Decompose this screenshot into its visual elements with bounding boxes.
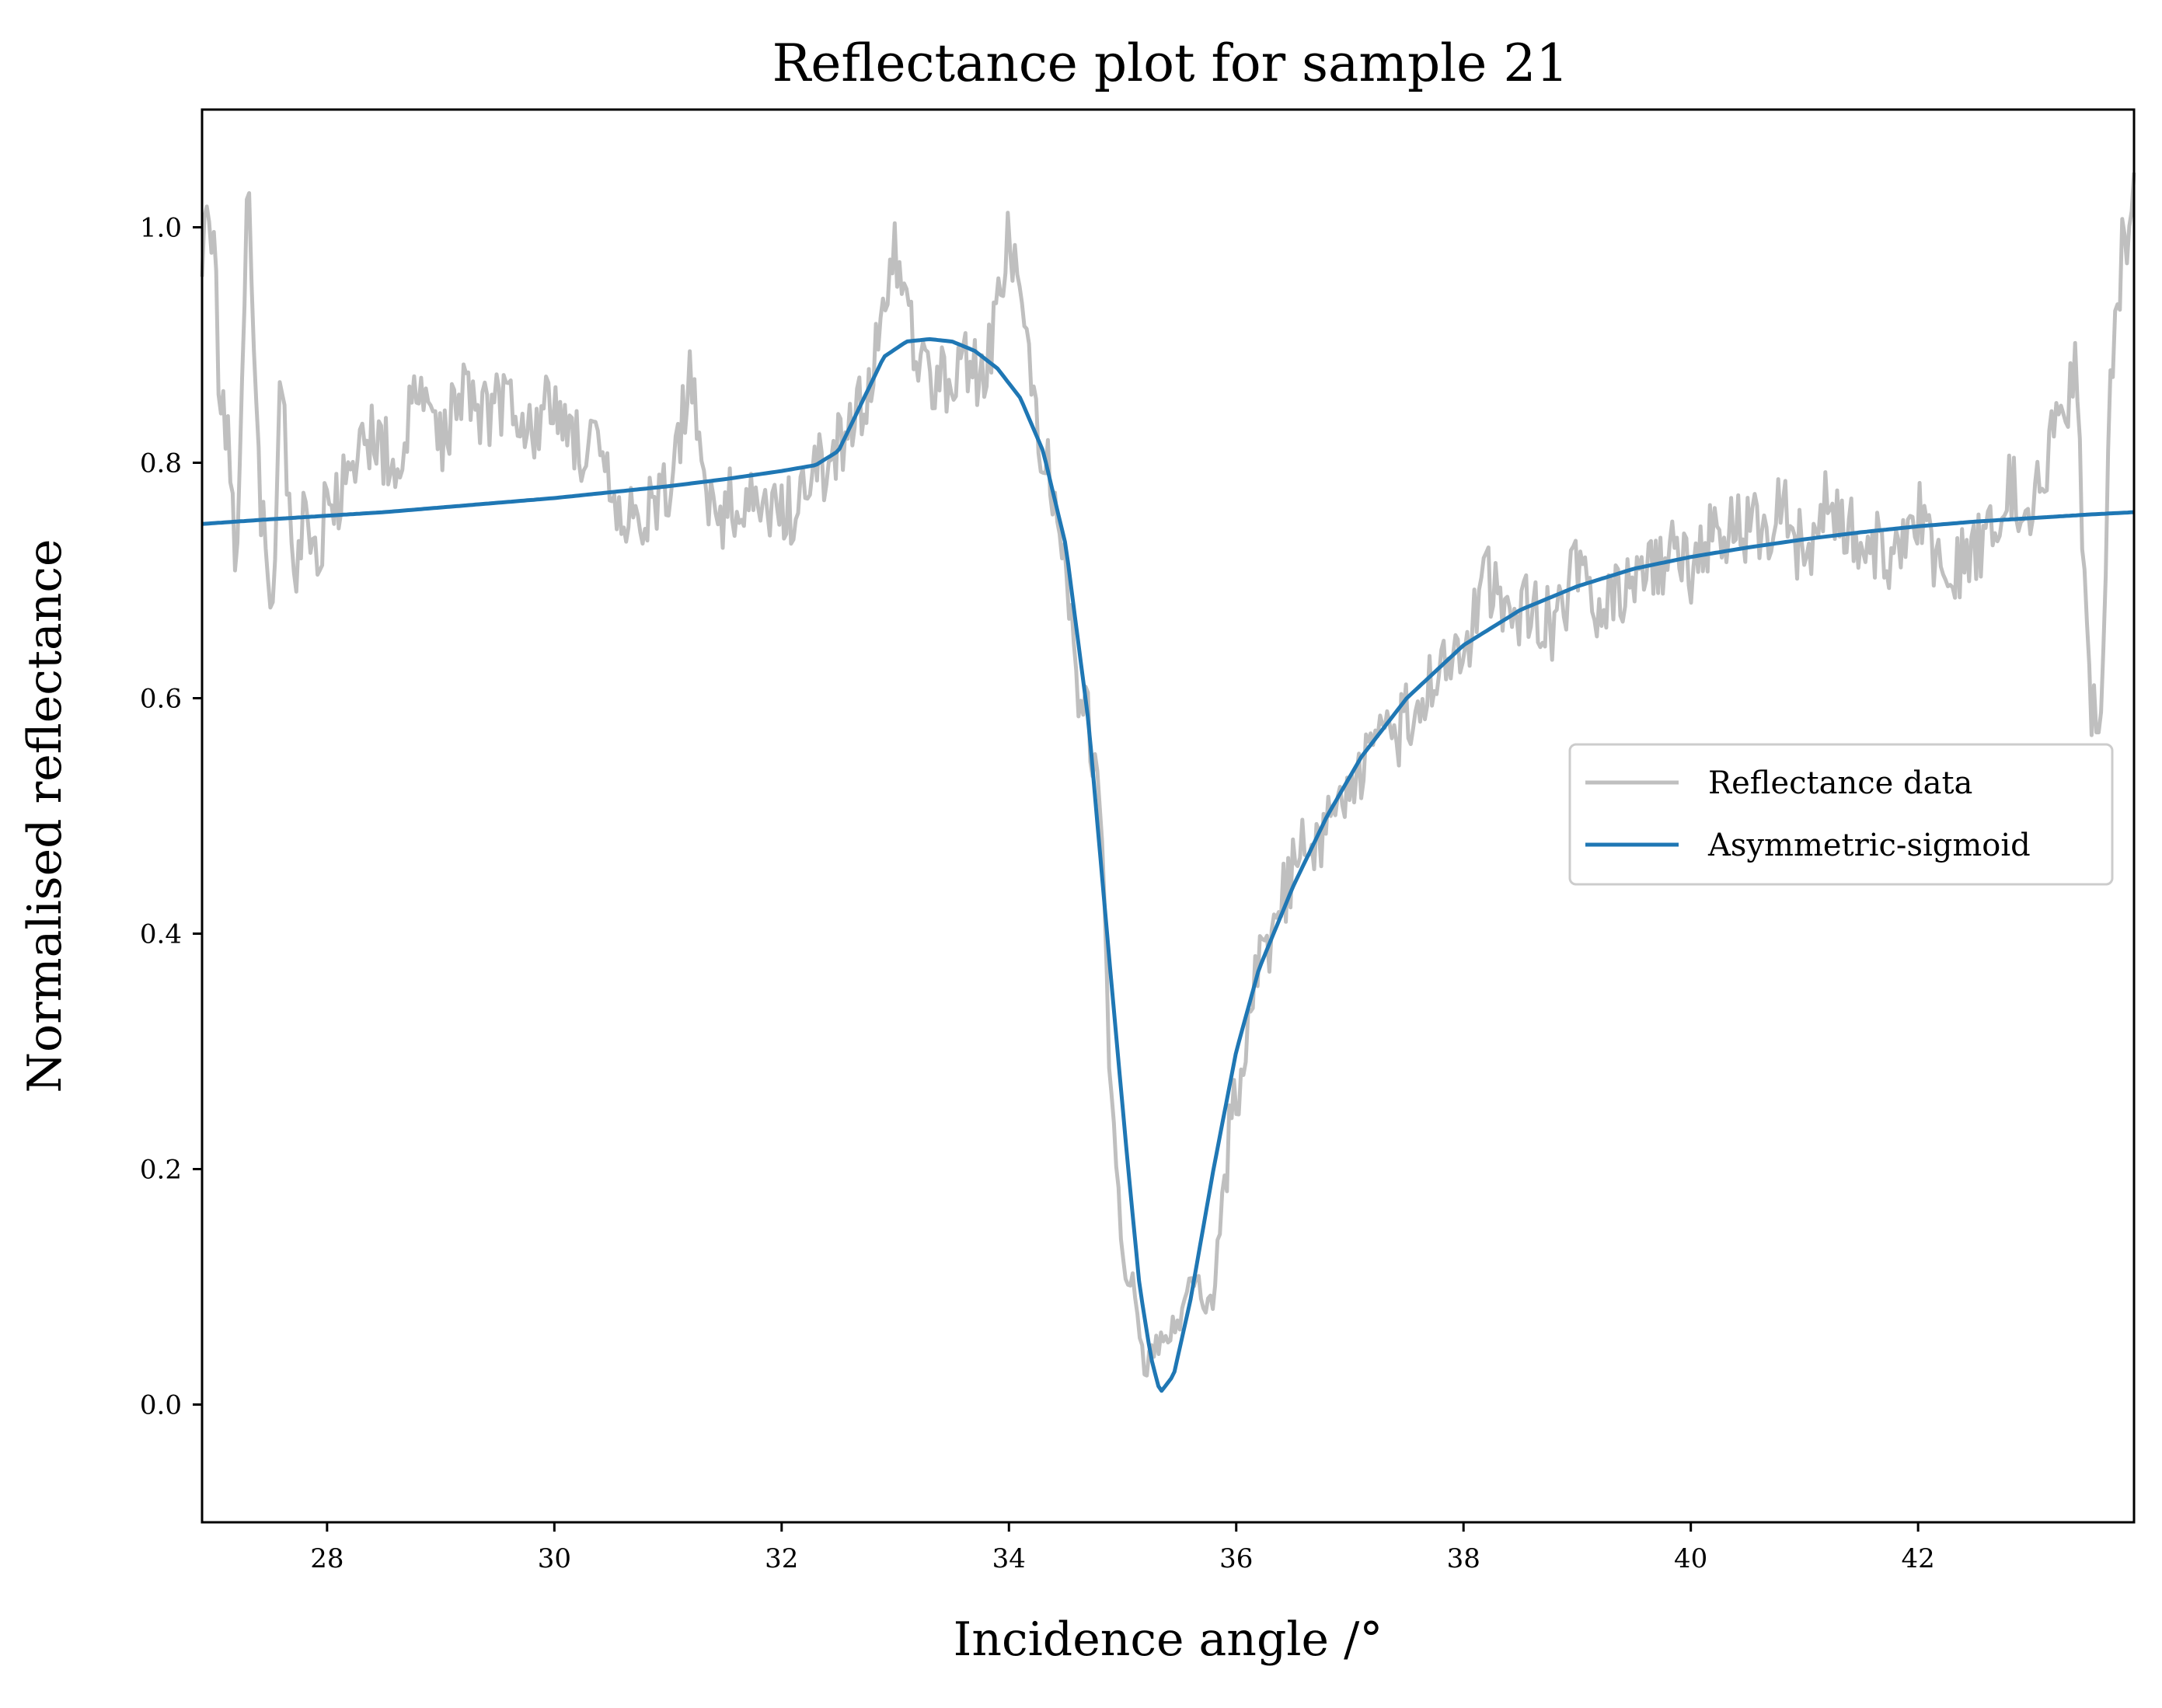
y-tick-label: 0.2	[140, 1155, 182, 1186]
x-tick-label: 40	[1674, 1543, 1707, 1574]
x-tick-label: 36	[1219, 1543, 1253, 1574]
legend-box	[1568, 743, 2114, 886]
y-tick-label: 0.6	[140, 684, 182, 715]
x-tick-label: 30	[538, 1543, 571, 1574]
legend-label-reflectance-data: Reflectance data	[1708, 765, 1972, 801]
y-tick-label: 1.0	[140, 213, 182, 244]
x-tick-label: 28	[310, 1543, 343, 1574]
x-axis: 28 30 32 34 36 38 40 42	[310, 1522, 1935, 1574]
y-axis-title: Normalised reflectance	[18, 539, 72, 1093]
y-tick-label: 0.4	[140, 919, 182, 950]
x-tick-label: 38	[1447, 1543, 1480, 1574]
x-tick-label: 34	[992, 1543, 1026, 1574]
y-tick-label: 0.0	[140, 1390, 182, 1421]
y-tick-label: 0.8	[140, 448, 182, 479]
legend: Reflectance data Asymmetric-sigmoid	[1568, 743, 2114, 886]
series-line-reflectance-data	[200, 173, 2136, 1378]
legend-label-asymmetric-sigmoid: Asymmetric-sigmoid	[1707, 828, 2031, 863]
x-tick-label: 32	[765, 1543, 798, 1574]
series-layer	[200, 173, 2136, 1393]
y-axis: 0.0 0.2 0.4 0.6 0.8 1.0	[140, 213, 202, 1421]
x-tick-label: 42	[1902, 1543, 1935, 1574]
series-line-asymmetric-sigmoid	[201, 337, 2135, 1393]
chart-title: Reflectance plot for sample 21	[772, 33, 1569, 93]
x-axis-title: Incidence angle /°	[954, 1612, 1383, 1667]
plot-frame	[201, 108, 2136, 1524]
